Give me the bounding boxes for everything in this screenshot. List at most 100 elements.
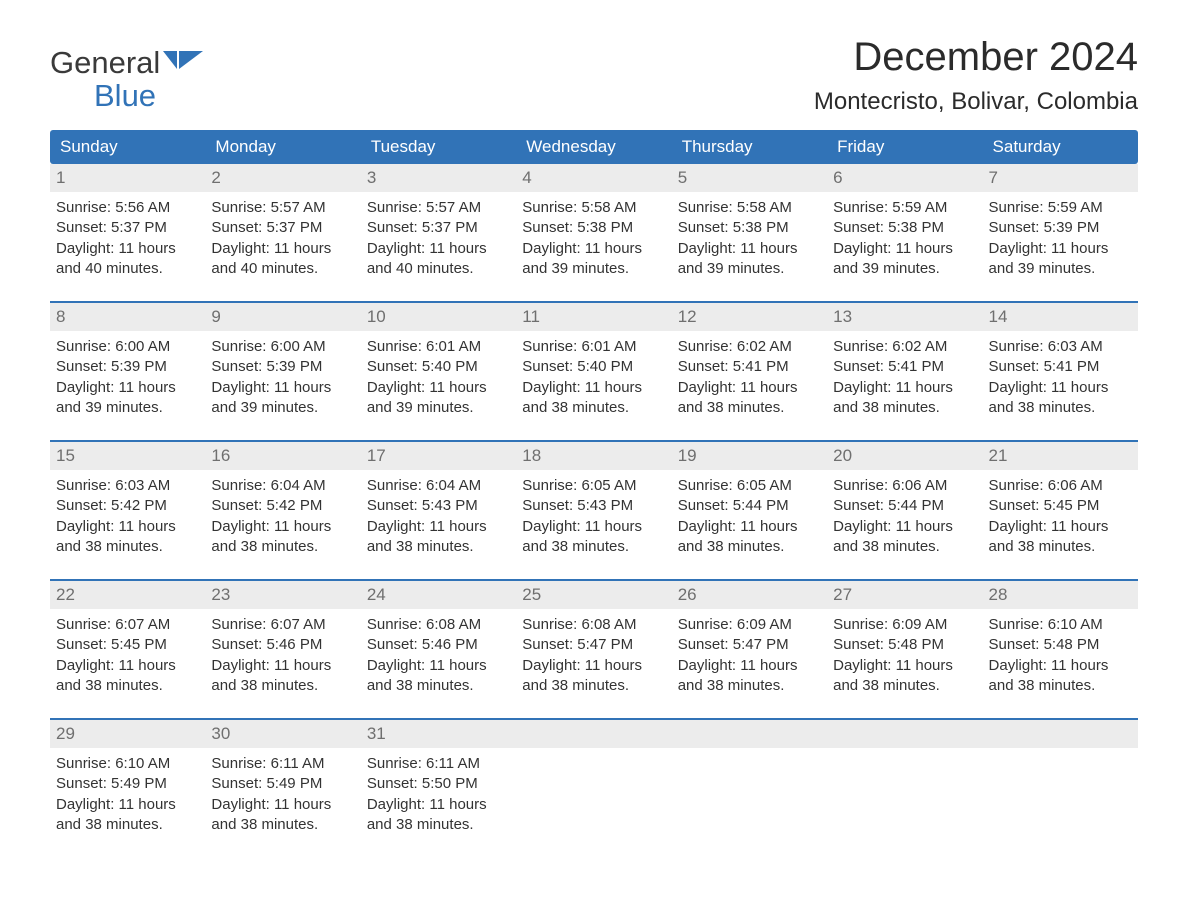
day-d1: Daylight: 11 hours [56,517,199,537]
day-number: 6 [827,164,982,192]
day-cell [983,748,1138,839]
day-number: 23 [205,581,360,609]
day-d1: Daylight: 11 hours [367,239,510,259]
day-d1: Daylight: 11 hours [678,378,821,398]
day-d1: Daylight: 11 hours [56,378,199,398]
day-d2: and 38 minutes. [56,676,199,696]
header-row: General Blue December 2024 Montecristo, … [50,35,1138,116]
day-cell: Sunrise: 6:01 AMSunset: 5:40 PMDaylight:… [516,331,671,422]
day-number: 2 [205,164,360,192]
day-number: 8 [50,303,205,331]
day-number [516,720,671,748]
day-sunrise: Sunrise: 6:03 AM [56,476,199,496]
day-sunrise: Sunrise: 6:06 AM [833,476,976,496]
day-number: 25 [516,581,671,609]
day-sunrise: Sunrise: 6:01 AM [522,337,665,357]
day-sunset: Sunset: 5:45 PM [56,635,199,655]
day-d1: Daylight: 11 hours [522,239,665,259]
day-header: Friday [827,130,982,164]
day-content-row: Sunrise: 6:07 AMSunset: 5:45 PMDaylight:… [50,609,1138,700]
day-number [827,720,982,748]
day-number: 5 [672,164,827,192]
day-sunrise: Sunrise: 6:08 AM [367,615,510,635]
day-cell: Sunrise: 6:10 AMSunset: 5:48 PMDaylight:… [983,609,1138,700]
day-cell: Sunrise: 5:56 AMSunset: 5:37 PMDaylight:… [50,192,205,283]
day-sunrise: Sunrise: 5:58 AM [678,198,821,218]
week-block: 293031Sunrise: 6:10 AMSunset: 5:49 PMDay… [50,720,1138,839]
week-block: 15161718192021Sunrise: 6:03 AMSunset: 5:… [50,442,1138,561]
day-sunset: Sunset: 5:46 PM [367,635,510,655]
day-d1: Daylight: 11 hours [56,239,199,259]
day-cell [516,748,671,839]
day-number: 26 [672,581,827,609]
day-number: 16 [205,442,360,470]
page-title: December 2024 [814,35,1138,80]
day-cell: Sunrise: 6:04 AMSunset: 5:43 PMDaylight:… [361,470,516,561]
logo-word-1: General [50,47,160,80]
day-sunset: Sunset: 5:47 PM [678,635,821,655]
day-sunset: Sunset: 5:48 PM [833,635,976,655]
day-sunrise: Sunrise: 5:57 AM [367,198,510,218]
day-number: 13 [827,303,982,331]
day-sunset: Sunset: 5:39 PM [989,218,1132,238]
logo-flag-icon [163,47,205,80]
day-number: 28 [983,581,1138,609]
day-d2: and 40 minutes. [211,259,354,279]
day-d1: Daylight: 11 hours [833,517,976,537]
day-number: 3 [361,164,516,192]
day-d2: and 39 minutes. [989,259,1132,279]
day-sunrise: Sunrise: 5:58 AM [522,198,665,218]
day-cell: Sunrise: 6:08 AMSunset: 5:47 PMDaylight:… [516,609,671,700]
week-block: 1234567Sunrise: 5:56 AMSunset: 5:37 PMDa… [50,164,1138,283]
day-number: 21 [983,442,1138,470]
day-d1: Daylight: 11 hours [56,656,199,676]
day-d2: and 39 minutes. [367,398,510,418]
day-cell: Sunrise: 5:58 AMSunset: 5:38 PMDaylight:… [672,192,827,283]
day-number: 4 [516,164,671,192]
day-sunrise: Sunrise: 6:01 AM [367,337,510,357]
day-sunset: Sunset: 5:40 PM [367,357,510,377]
day-d2: and 38 minutes. [367,676,510,696]
day-cell: Sunrise: 6:04 AMSunset: 5:42 PMDaylight:… [205,470,360,561]
day-sunset: Sunset: 5:41 PM [989,357,1132,377]
day-number: 30 [205,720,360,748]
day-content-row: Sunrise: 6:00 AMSunset: 5:39 PMDaylight:… [50,331,1138,422]
day-d1: Daylight: 11 hours [678,239,821,259]
day-cell: Sunrise: 6:05 AMSunset: 5:44 PMDaylight:… [672,470,827,561]
day-sunrise: Sunrise: 6:11 AM [211,754,354,774]
day-sunset: Sunset: 5:42 PM [56,496,199,516]
day-header: Sunday [50,130,205,164]
day-d2: and 39 minutes. [522,259,665,279]
day-cell: Sunrise: 6:09 AMSunset: 5:47 PMDaylight:… [672,609,827,700]
day-cell: Sunrise: 6:06 AMSunset: 5:44 PMDaylight:… [827,470,982,561]
day-d2: and 38 minutes. [522,676,665,696]
day-cell: Sunrise: 6:05 AMSunset: 5:43 PMDaylight:… [516,470,671,561]
day-sunset: Sunset: 5:39 PM [211,357,354,377]
day-d2: and 38 minutes. [678,398,821,418]
day-d2: and 38 minutes. [833,537,976,557]
day-d1: Daylight: 11 hours [211,378,354,398]
day-sunset: Sunset: 5:43 PM [522,496,665,516]
day-sunset: Sunset: 5:38 PM [522,218,665,238]
day-d1: Daylight: 11 hours [367,378,510,398]
logo-word-2: Blue [50,80,205,113]
day-cell: Sunrise: 6:02 AMSunset: 5:41 PMDaylight:… [672,331,827,422]
day-d2: and 38 minutes. [989,537,1132,557]
day-d2: and 40 minutes. [367,259,510,279]
day-number: 7 [983,164,1138,192]
day-sunset: Sunset: 5:42 PM [211,496,354,516]
day-sunrise: Sunrise: 6:09 AM [833,615,976,635]
day-sunset: Sunset: 5:41 PM [678,357,821,377]
day-d1: Daylight: 11 hours [678,517,821,537]
day-sunset: Sunset: 5:38 PM [833,218,976,238]
logo-top-line: General [50,47,205,80]
day-header: Monday [205,130,360,164]
day-number: 10 [361,303,516,331]
week-block: 891011121314Sunrise: 6:00 AMSunset: 5:39… [50,303,1138,422]
day-cell: Sunrise: 5:57 AMSunset: 5:37 PMDaylight:… [205,192,360,283]
day-header: Wednesday [516,130,671,164]
day-content-row: Sunrise: 5:56 AMSunset: 5:37 PMDaylight:… [50,192,1138,283]
day-cell: Sunrise: 6:08 AMSunset: 5:46 PMDaylight:… [361,609,516,700]
day-header-row: Sunday Monday Tuesday Wednesday Thursday… [50,130,1138,164]
day-d1: Daylight: 11 hours [833,656,976,676]
